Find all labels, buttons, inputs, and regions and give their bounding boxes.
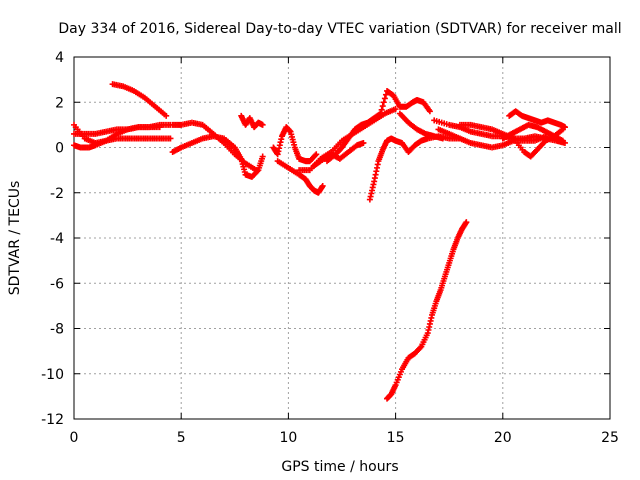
x-tick-label: 20 (494, 430, 512, 446)
grid-lines (74, 57, 610, 419)
tick-labels: 0 5 10 15 20 25 -12 -10 -8 -6 -4 -2 0 2 4 (41, 50, 619, 446)
data-point (312, 152, 319, 159)
y-tick-label: 0 (55, 141, 64, 157)
data-point (377, 110, 384, 117)
x-tick-label: 0 (70, 430, 79, 446)
data-point (156, 124, 163, 131)
series-arc-11 (323, 87, 433, 165)
data-point (559, 137, 566, 144)
data-point (259, 153, 266, 160)
series-arc-4 (109, 81, 170, 119)
y-tick-label: -12 (41, 412, 64, 428)
data-point (379, 103, 386, 110)
x-tick-label: 25 (601, 430, 619, 446)
x-tick-label: 15 (387, 430, 405, 446)
data-point (417, 344, 424, 351)
series-arc-17 (435, 126, 549, 151)
data-point (382, 91, 389, 98)
series-arc-13 (366, 133, 463, 203)
y-tick-label: 2 (55, 95, 64, 111)
series-arc-6 (169, 133, 266, 180)
data-point (439, 135, 446, 142)
series-arc-19 (506, 108, 568, 131)
y-tick-label: -10 (41, 367, 64, 383)
data-point (254, 168, 261, 175)
data-point (381, 95, 388, 102)
y-tick-label: 4 (55, 50, 64, 66)
data-point (167, 135, 174, 142)
axis-ticks (73, 56, 611, 420)
data-point (360, 139, 367, 146)
series-arc-3 (71, 124, 163, 151)
y-tick-label: -8 (50, 322, 64, 338)
data-point (378, 106, 385, 113)
series-arc-12 (311, 139, 367, 169)
series-arc-7 (238, 112, 266, 131)
data-point (426, 108, 433, 115)
data-point (561, 124, 568, 131)
data-point (380, 99, 387, 106)
data-point (392, 106, 399, 113)
series-arc-15 (384, 219, 470, 402)
data-series (71, 81, 568, 402)
data-point (313, 151, 320, 158)
series-arc-8 (270, 124, 320, 165)
y-axis-label: SDTVAR / TECUs (7, 181, 23, 296)
series-arc-20 (499, 121, 566, 144)
data-point (259, 121, 266, 128)
series-arc-9 (274, 158, 326, 196)
data-point (463, 219, 470, 226)
x-axis-label: GPS time / hours (281, 459, 398, 475)
chart-title: Day 334 of 2016, Sidereal Day-to-day VTE… (58, 21, 621, 37)
y-tick-label: -6 (50, 276, 64, 292)
y-tick-label: -2 (50, 186, 64, 202)
data-point (319, 182, 326, 189)
x-tick-label: 10 (279, 430, 297, 446)
series-arc-18 (456, 121, 566, 160)
x-tick-label: 5 (177, 430, 186, 446)
y-tick-label: -4 (50, 231, 64, 247)
series-arc-14 (396, 110, 446, 142)
data-point (163, 112, 170, 119)
